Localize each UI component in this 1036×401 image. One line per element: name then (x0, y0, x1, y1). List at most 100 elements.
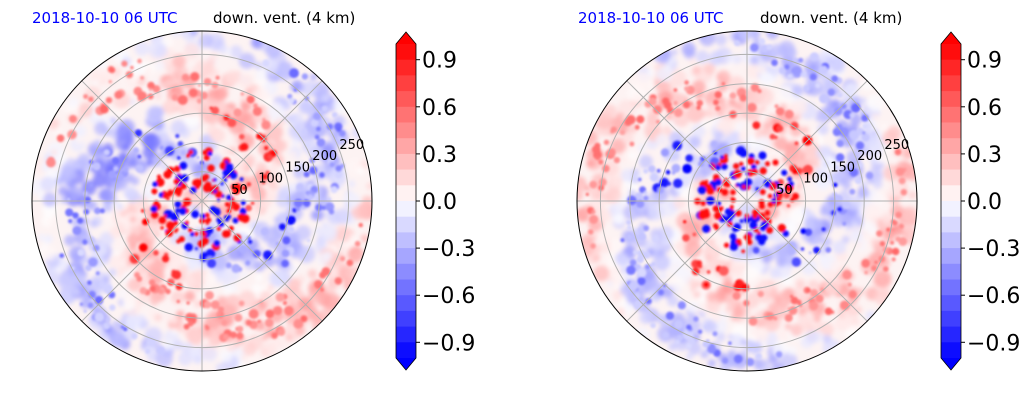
colorbar-level (396, 185, 416, 202)
field-cell (168, 210, 173, 215)
field-cell (749, 221, 758, 230)
field-cell (718, 266, 729, 276)
colorbar-extend-max (941, 32, 961, 44)
field-cell (736, 122, 743, 130)
field-cell (831, 75, 839, 83)
field-cell (808, 279, 819, 291)
field-cell (223, 230, 231, 238)
field-cell (282, 300, 288, 306)
field-cell (88, 96, 94, 102)
field-cell (658, 289, 664, 296)
field-cell (287, 218, 295, 226)
field-cell (715, 164, 721, 171)
field-cell (273, 306, 283, 316)
field-cell (202, 347, 218, 362)
field-cell (885, 230, 895, 241)
field-cell (240, 143, 249, 151)
field-cell (686, 300, 699, 313)
field-cell (857, 287, 865, 295)
field-cell (626, 114, 636, 125)
field-cell (185, 220, 189, 225)
field-cell (775, 351, 783, 358)
grid-spoke (81, 80, 203, 202)
field-cell (782, 230, 789, 237)
field-cell (241, 270, 248, 278)
field-cell (209, 52, 218, 62)
field-cell (598, 159, 604, 165)
field-cell (852, 302, 860, 309)
field-cell (665, 170, 671, 175)
field-cell (662, 288, 673, 299)
field-cell (871, 113, 879, 121)
field-cell (862, 131, 866, 135)
field-cell (178, 207, 187, 215)
field-cell (819, 207, 829, 217)
field-cell (326, 123, 334, 130)
field-cell (183, 197, 192, 207)
field-cell (187, 329, 202, 345)
field-cell (892, 247, 900, 256)
field-cell (271, 336, 285, 350)
field-cell (255, 68, 268, 81)
field-cell (304, 142, 311, 148)
field-cell (621, 131, 634, 144)
field-cell (744, 233, 752, 241)
field-cell (766, 44, 773, 51)
field-cell (592, 254, 601, 263)
field-cell (37, 192, 45, 200)
field-cell (281, 132, 292, 143)
field-cell (92, 162, 101, 171)
field-cell (197, 83, 202, 87)
colorbar: 0.9 0.6 0.3 0.0 −0.3 −0.6 −0.9 (395, 31, 475, 371)
field-cell (777, 86, 795, 104)
field-cell (183, 43, 200, 59)
field-cell (238, 282, 250, 293)
field-cell (281, 259, 289, 268)
colorbar-tick-label: 0.3 (422, 143, 457, 168)
field-cell (739, 149, 748, 158)
field-cell (325, 202, 335, 212)
field-cell (180, 150, 186, 156)
field-cell (75, 125, 87, 137)
field-cell (232, 217, 239, 224)
field-cell (65, 208, 74, 217)
field-cell (721, 163, 728, 170)
field-cell (725, 356, 736, 368)
field-cell (650, 173, 659, 182)
field-cell (254, 260, 265, 272)
field-cell (876, 153, 887, 164)
field-cell (784, 64, 790, 70)
field-cell (834, 165, 839, 170)
field-cell (177, 156, 181, 160)
field-cell (800, 228, 807, 235)
field-cell (873, 171, 879, 178)
field-cell (611, 273, 627, 288)
field-cell (77, 217, 84, 224)
field-cell (689, 102, 693, 106)
colorbar-tick-label: −0.3 (967, 237, 1020, 262)
field-cell (316, 126, 321, 132)
field-cell (93, 139, 103, 148)
field-cell (184, 243, 193, 252)
field-cell (788, 181, 794, 187)
field-cell (684, 228, 701, 246)
polar-grid (577, 31, 917, 371)
field-cell (591, 145, 601, 154)
field-cell (102, 322, 110, 330)
field-cell (743, 266, 758, 281)
field-cell (755, 233, 763, 241)
field-cell (239, 213, 245, 219)
colorbar-level (941, 232, 961, 249)
field-cell (227, 118, 237, 127)
colorbar-level (941, 201, 961, 218)
field-cell (256, 133, 263, 140)
field-cell (204, 212, 210, 218)
field-cell (721, 357, 729, 364)
field-cell (238, 300, 245, 307)
field-cell (752, 121, 761, 130)
field-cell (175, 208, 181, 214)
field-cell (715, 33, 727, 46)
field-cell (231, 200, 236, 206)
field-cell (211, 81, 219, 89)
field-cell (667, 295, 679, 307)
